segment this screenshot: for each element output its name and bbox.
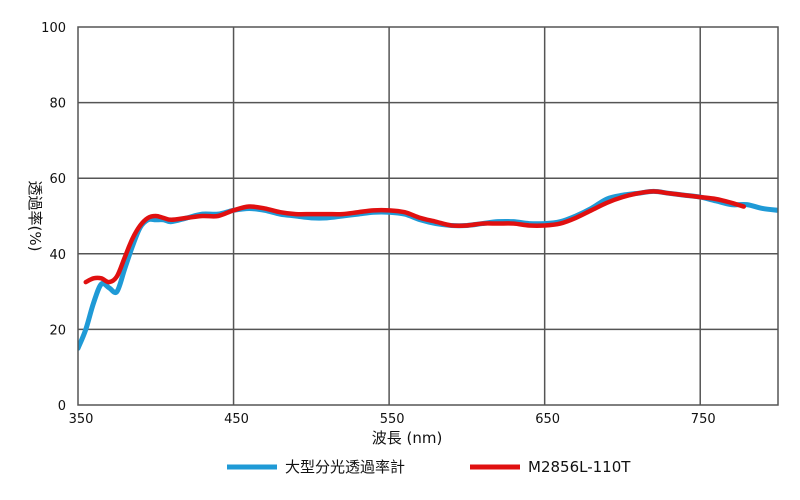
y-tick-label-60: 60	[49, 172, 66, 187]
plot-background	[78, 27, 778, 405]
x-tick-label-650: 650	[535, 412, 560, 427]
y-tick-label-0: 0	[58, 399, 66, 414]
x-tick-label-450: 450	[224, 412, 249, 427]
y-tick-label-40: 40	[49, 248, 66, 263]
legend: 大型分光透過率計 M2856L-110T	[227, 458, 631, 476]
y-axis-title: 透過率(%)	[26, 181, 44, 252]
y-tick-label-20: 20	[49, 323, 66, 338]
y-tick-labels: 0 20 40 60 80 100	[41, 21, 66, 414]
x-tick-label-750: 750	[691, 412, 716, 427]
series-line-1	[83, 189, 747, 285]
legend-label-1: M2856L-110T	[528, 458, 631, 476]
grid-lines	[78, 27, 778, 405]
legend-label-0: 大型分光透過率計	[285, 458, 405, 476]
plot-frame	[77, 26, 779, 406]
x-tick-label-550: 550	[380, 412, 405, 427]
y-tick-label-80: 80	[49, 97, 66, 112]
x-tick-label-350: 350	[69, 412, 94, 427]
x-tick-labels: 350 450 550 650 750	[69, 412, 716, 427]
series-layer	[78, 188, 778, 351]
y-tick-label-100: 100	[41, 21, 66, 36]
x-axis-title: 波長 (nm)	[372, 429, 443, 447]
